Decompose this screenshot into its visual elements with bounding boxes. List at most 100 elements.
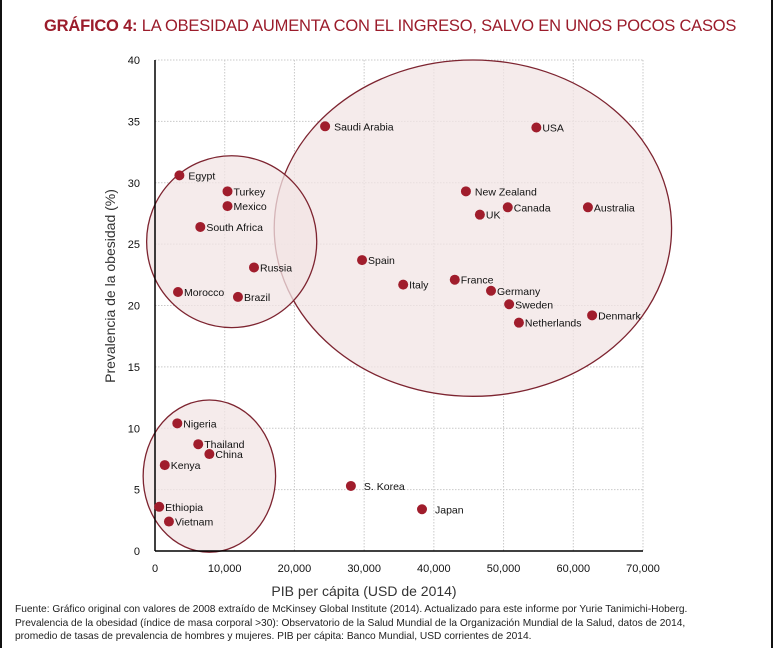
point-marker bbox=[154, 501, 165, 512]
point-label: Turkey bbox=[234, 186, 266, 198]
point-label: Sweden bbox=[515, 299, 553, 311]
point-label: Vietnam bbox=[175, 517, 214, 529]
point-label: Morocco bbox=[184, 287, 224, 299]
point-marker bbox=[195, 221, 206, 232]
point-label: Brazil bbox=[244, 292, 270, 304]
data-point: Saudi Arabia bbox=[320, 121, 394, 133]
x-tick-label: 40,000 bbox=[417, 563, 451, 575]
point-marker bbox=[248, 262, 259, 273]
scatter-chart: 0 10,000 20,000 30,000 40,000 50,000 60,000 70,… bbox=[102, 55, 673, 599]
chart-title-prefix: GRÁFICO 4: bbox=[44, 17, 138, 35]
point-marker bbox=[474, 209, 485, 220]
point-label: Spain bbox=[368, 255, 395, 267]
footnote-line: Prevalencia de la obesidad (índice de ma… bbox=[15, 617, 686, 629]
data-point: Spain bbox=[357, 255, 395, 267]
data-point: Kenya bbox=[159, 460, 201, 472]
point-marker bbox=[159, 460, 170, 471]
point-marker bbox=[582, 202, 593, 213]
point-label: Mexico bbox=[234, 201, 267, 213]
point-marker bbox=[232, 291, 243, 302]
point-marker bbox=[504, 299, 515, 310]
y-tick-label: 15 bbox=[128, 362, 140, 374]
point-marker bbox=[222, 201, 233, 212]
chart-title-text: LA OBESIDAD AUMENTA CON EL INGRESO, SALV… bbox=[137, 17, 737, 35]
data-point: China bbox=[204, 449, 243, 461]
point-marker bbox=[587, 310, 598, 321]
point-marker bbox=[460, 186, 471, 197]
point-label: New Zealand bbox=[475, 186, 537, 198]
point-label: Nigeria bbox=[183, 418, 216, 430]
data-point: USA bbox=[531, 122, 564, 135]
data-point: Australia bbox=[582, 202, 635, 214]
point-label: Germany bbox=[497, 286, 541, 298]
point-marker bbox=[193, 439, 204, 450]
data-point: Thailand bbox=[193, 439, 245, 451]
x-tick-label: 50,000 bbox=[487, 563, 521, 575]
cluster-ellipse-middle-income bbox=[145, 155, 318, 329]
x-tick-label: 0 bbox=[152, 563, 158, 575]
data-point: Ethiopia bbox=[154, 501, 203, 514]
point-marker bbox=[163, 516, 174, 527]
point-marker bbox=[172, 418, 183, 429]
data-point: Mexico bbox=[222, 201, 267, 213]
data-point: Nigeria bbox=[172, 418, 217, 430]
point-marker bbox=[345, 480, 356, 491]
footnote-line: Fuente: Gráfico original con valores de … bbox=[15, 604, 688, 615]
point-marker bbox=[222, 186, 233, 197]
point-marker bbox=[513, 317, 524, 328]
point-label: China bbox=[215, 449, 243, 461]
point-marker bbox=[174, 170, 185, 181]
y-tick-label: 35 bbox=[128, 116, 140, 128]
point-label: Denmark bbox=[598, 310, 641, 322]
point-marker bbox=[320, 121, 331, 132]
point-label: UK bbox=[486, 210, 501, 222]
point-marker bbox=[502, 202, 513, 213]
x-tick-label: 30,000 bbox=[347, 563, 381, 575]
point-label: Ethiopia bbox=[165, 502, 203, 514]
axes bbox=[154, 60, 643, 552]
data-point: UK bbox=[474, 209, 501, 222]
y-axis-title: Prevalencia de la obesidad (%) bbox=[102, 189, 118, 383]
footnote-line: promedio de tasas de prevalencia de homb… bbox=[15, 631, 532, 642]
x-tick-label: 20,000 bbox=[278, 563, 312, 575]
cluster-ellipses bbox=[142, 59, 673, 553]
data-point: Russia bbox=[248, 262, 292, 274]
y-tick-label: 40 bbox=[128, 55, 140, 67]
point-label: Kenya bbox=[171, 460, 201, 472]
cluster-ellipse-low-income bbox=[142, 399, 277, 553]
data-point: Turkey bbox=[222, 186, 266, 198]
point-label: Thailand bbox=[204, 439, 244, 451]
point-label: Italy bbox=[409, 280, 429, 292]
point-marker bbox=[531, 122, 542, 133]
data-point: Morocco bbox=[173, 286, 224, 299]
y-tick-label: 10 bbox=[128, 423, 140, 435]
point-label: Russia bbox=[260, 262, 292, 274]
data-point: Sweden bbox=[504, 299, 553, 311]
data-point: Japan bbox=[417, 504, 464, 516]
data-point: Netherlands bbox=[513, 317, 582, 330]
data-point: Germany bbox=[486, 285, 541, 298]
point-label: South Africa bbox=[206, 222, 263, 234]
point-marker bbox=[398, 279, 409, 290]
point-label: Australia bbox=[594, 202, 635, 214]
data-point: South Africa bbox=[195, 221, 263, 234]
cluster-ellipse-high-income bbox=[273, 59, 673, 397]
point-marker bbox=[449, 274, 460, 285]
point-marker bbox=[173, 286, 184, 297]
x-tick-label: 70,000 bbox=[626, 563, 660, 575]
y-tick-label: 20 bbox=[128, 301, 140, 313]
point-label: Egypt bbox=[188, 170, 215, 182]
x-tick-label: 10,000 bbox=[208, 563, 242, 575]
y-tick-label: 0 bbox=[134, 546, 140, 558]
point-label: S. Korea bbox=[364, 481, 405, 493]
data-point: Denmark bbox=[587, 310, 641, 322]
point-marker bbox=[486, 285, 497, 296]
tick-labels: 0 10,000 20,000 30,000 40,000 50,000 60,000 70,… bbox=[128, 55, 660, 575]
point-label: Saudi Arabia bbox=[334, 121, 394, 133]
data-point: Italy bbox=[398, 279, 429, 292]
data-point: France bbox=[449, 274, 494, 287]
y-tick-label: 30 bbox=[128, 178, 140, 190]
y-tick-label: 25 bbox=[128, 239, 140, 251]
data-point: Vietnam bbox=[163, 516, 214, 529]
